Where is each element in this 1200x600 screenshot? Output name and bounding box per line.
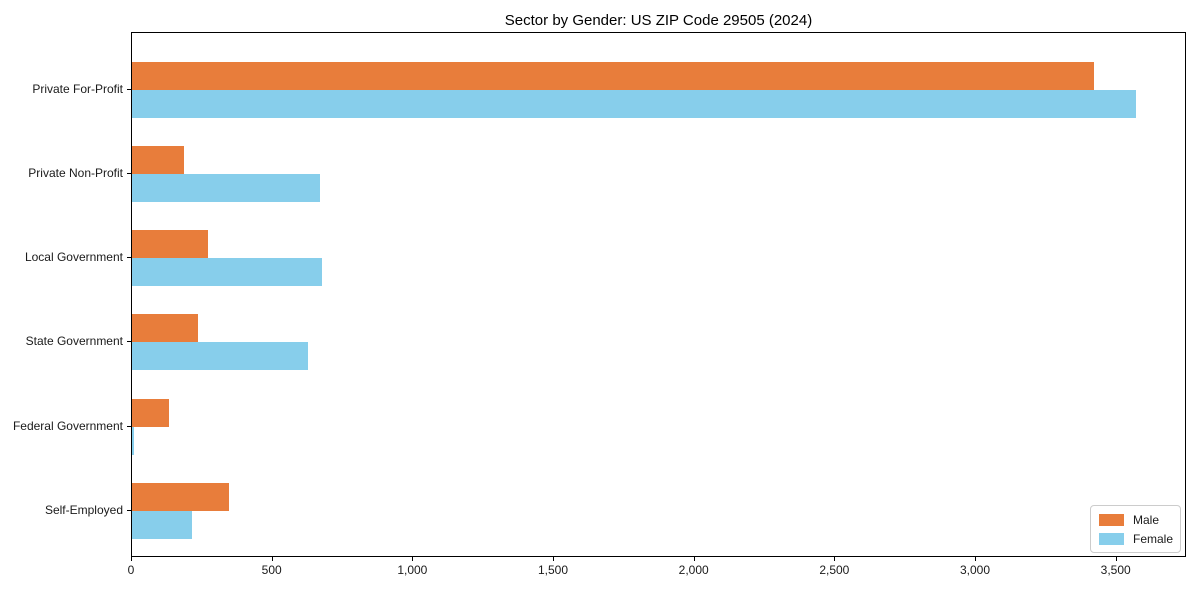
- x-tick-label: 500: [261, 563, 282, 577]
- x-tick-mark: [271, 557, 273, 561]
- bar-male-2: [132, 145, 185, 174]
- bar-male-4: [132, 314, 199, 343]
- x-tick-label: 3,500: [1100, 563, 1131, 577]
- legend: Male Female: [1090, 505, 1181, 553]
- bar-male-6: [132, 483, 230, 511]
- category-label: Self-Employed: [44, 503, 123, 517]
- x-tick-mark: [693, 557, 695, 561]
- x-tick-label: 1,000: [397, 563, 428, 577]
- bar-male-5: [132, 398, 169, 427]
- bar-female-3: [132, 258, 322, 287]
- bar-female-1: [132, 89, 1137, 118]
- x-tick-label: 0: [127, 563, 135, 577]
- x-tick-mark: [975, 557, 976, 561]
- y-tick-mark: [127, 341, 131, 343]
- category-label: Private Non-Profit: [28, 165, 123, 180]
- chart-title: Sector by Gender: US ZIP Code 29505 (202…: [504, 12, 813, 29]
- bar-female-6: [132, 511, 193, 539]
- legend-swatch-female: [1099, 532, 1124, 545]
- legend-label: Male: [1133, 512, 1160, 527]
- bar-female-2: [132, 173, 321, 202]
- x-tick-mark: [553, 557, 554, 561]
- x-tick-label: 1,500: [537, 563, 569, 577]
- y-tick-mark: [127, 425, 131, 427]
- bar-male-3: [132, 230, 208, 259]
- legend-entry-female: Female: [1099, 531, 1174, 546]
- legend-swatch-male: [1099, 513, 1124, 526]
- category-label: Local Government: [24, 250, 123, 265]
- legend-label: Female: [1133, 531, 1174, 546]
- bar-female-5: [132, 426, 135, 455]
- bar-male-1: [132, 61, 1095, 90]
- y-tick-mark: [127, 257, 131, 259]
- x-tick-label: 2,000: [678, 563, 709, 577]
- category-label: State Government: [25, 334, 123, 349]
- y-tick-mark: [127, 510, 131, 511]
- x-tick-mark: [412, 557, 414, 561]
- category-label: Private For-Profit: [32, 81, 123, 96]
- x-tick-label: 2,500: [819, 563, 850, 577]
- x-tick-label: 3,000: [959, 563, 991, 577]
- category-label: Federal Government: [12, 418, 123, 433]
- y-tick-mark: [127, 172, 131, 174]
- y-tick-mark: [127, 88, 131, 90]
- bar-female-4: [132, 342, 308, 371]
- legend-entry-male: Male: [1099, 512, 1172, 527]
- plot-area: [131, 32, 1186, 557]
- x-tick-mark: [834, 557, 836, 561]
- x-tick-mark: [131, 557, 132, 561]
- x-tick-mark: [1115, 557, 1117, 561]
